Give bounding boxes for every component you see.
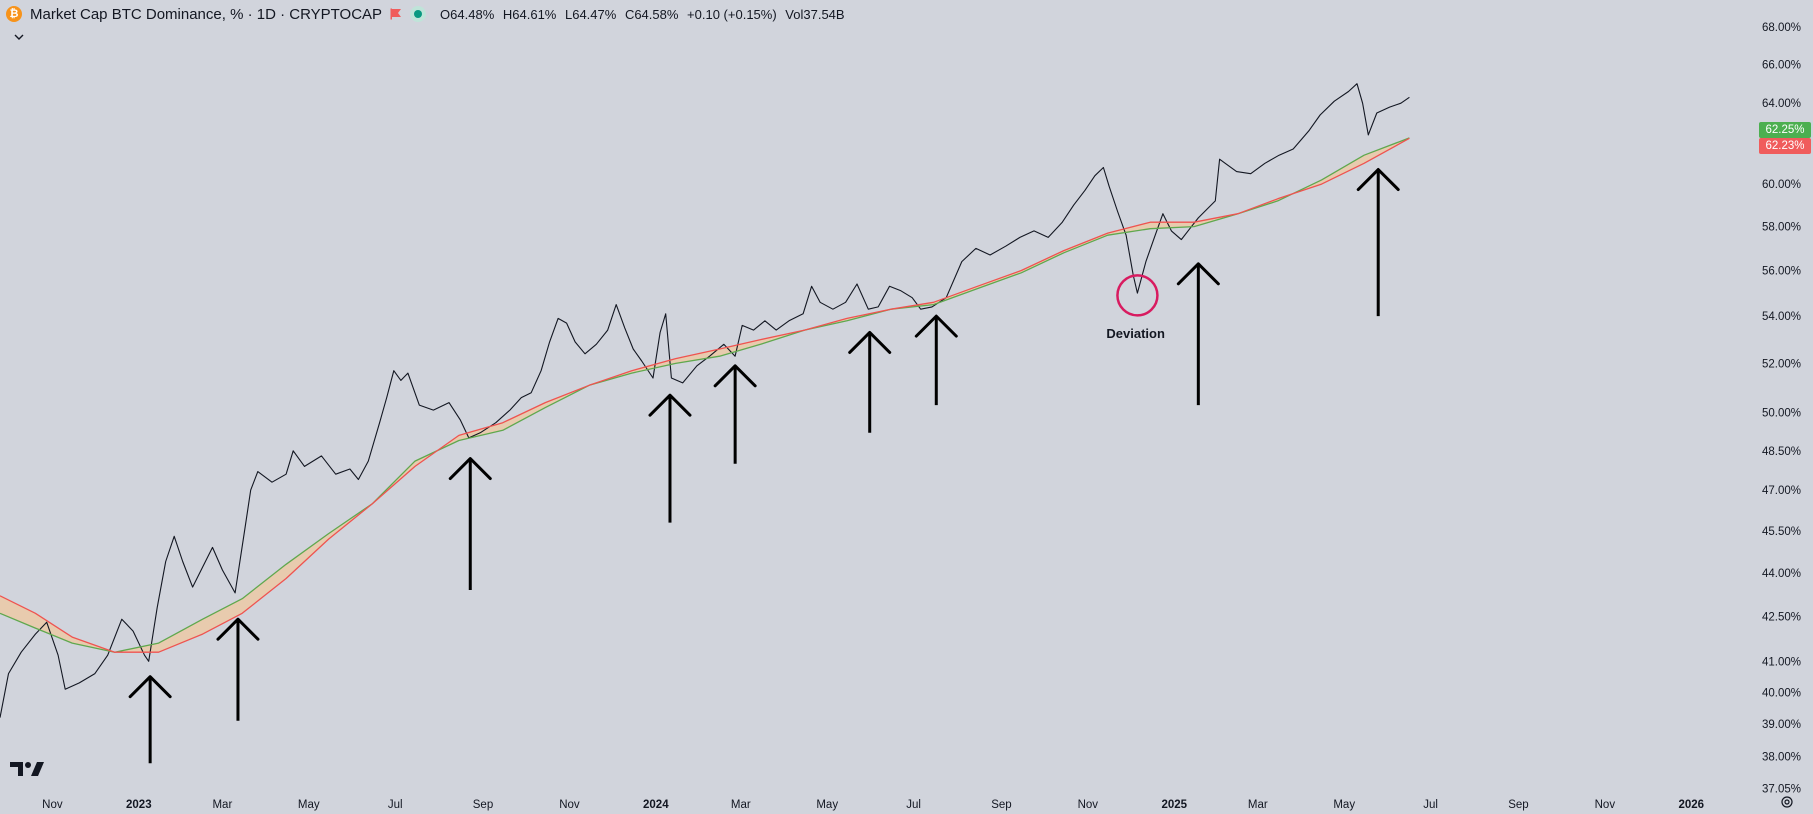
change-value: +0.10 (+0.15%) xyxy=(687,6,777,22)
up-arrow xyxy=(848,330,892,433)
price-series-line xyxy=(0,83,1410,718)
ohlc-values: O64.48% H64.61% L64.47% C64.58% +0.10 (+… xyxy=(440,7,850,22)
up-arrow xyxy=(448,457,492,591)
y-tick-label: 56.00% xyxy=(1762,266,1801,278)
up-arrow xyxy=(648,393,692,523)
x-tick-label: 2023 xyxy=(126,799,152,811)
y-tick-label: 48.50% xyxy=(1762,446,1801,458)
up-arrow xyxy=(1356,168,1400,317)
deviation-circle xyxy=(1116,274,1159,317)
x-tick-label: Jul xyxy=(1423,799,1438,811)
bitcoin-icon: ₿ xyxy=(6,6,22,22)
y-tick-label: 66.00% xyxy=(1762,60,1801,72)
settings-icon[interactable] xyxy=(1780,795,1794,809)
up-arrow xyxy=(216,617,260,721)
x-tick-label: Mar xyxy=(1248,799,1268,811)
x-tick-label: Nov xyxy=(42,799,63,811)
x-tick-label: Jul xyxy=(388,799,403,811)
x-tick-label: May xyxy=(1333,799,1355,811)
y-tick-label: 41.00% xyxy=(1762,656,1801,668)
x-tick-label: 2024 xyxy=(643,799,669,811)
chart-series xyxy=(0,83,1410,718)
x-tick-label: Mar xyxy=(731,799,751,811)
price-tag-green: 62.25% xyxy=(1759,121,1811,138)
x-tick-label: Mar xyxy=(212,799,232,811)
x-tick-label: Nov xyxy=(559,799,580,811)
close-value: C64.58% xyxy=(624,6,679,22)
x-tick-label: Sep xyxy=(991,799,1011,811)
y-tick-label: 52.00% xyxy=(1762,358,1801,370)
y-tick-label: 37.05% xyxy=(1762,783,1801,795)
high-value: H64.61% xyxy=(502,6,557,22)
x-tick-label: Sep xyxy=(473,799,493,811)
up-arrow xyxy=(713,364,757,464)
up-arrow xyxy=(1176,262,1220,406)
y-tick-label: 44.00% xyxy=(1762,568,1801,580)
chevron-down-icon[interactable] xyxy=(9,28,29,46)
market-status-icon[interactable] xyxy=(410,6,427,22)
x-tick-label: Nov xyxy=(1595,799,1616,811)
tradingview-logo[interactable] xyxy=(10,760,44,778)
x-axis[interactable]: Nov 2023 Mar May Jul Sep Nov 2024 Mar May Jul Sep No… xyxy=(42,799,1704,811)
slow-ma-line xyxy=(0,137,1410,653)
x-tick-label: Sep xyxy=(1508,799,1528,811)
y-tick-label: 40.00% xyxy=(1762,687,1801,699)
up-arrow xyxy=(914,314,958,406)
price-tag-red: 62.23% xyxy=(1759,137,1811,154)
flag-icon[interactable] xyxy=(390,8,402,20)
deviation-marker xyxy=(1116,274,1159,317)
symbol-title[interactable]: Market Cap BTC Dominance, % · 1D · CRYPT… xyxy=(30,5,383,23)
x-tick-label: 2025 xyxy=(1161,799,1187,811)
y-tick-label: 50.00% xyxy=(1762,408,1801,420)
y-tick-label: 42.50% xyxy=(1762,611,1801,623)
y-tick-label: 58.00% xyxy=(1762,222,1801,234)
symbol-header[interactable]: ₿ Market Cap BTC Dominance, % · 1D · CRY… xyxy=(6,4,850,24)
fast-ma-line xyxy=(0,137,1410,653)
x-tick-label: 2026 xyxy=(1678,799,1704,811)
y-tick-label: 60.00% xyxy=(1762,179,1801,191)
low-value: L64.47% xyxy=(564,6,617,22)
y-tick-label: 54.00% xyxy=(1762,311,1801,323)
up-arrow xyxy=(128,675,172,764)
x-tick-label: Nov xyxy=(1078,799,1099,811)
y-tick-label: 47.00% xyxy=(1762,485,1801,497)
y-tick-label: 45.50% xyxy=(1762,526,1801,538)
x-tick-label: May xyxy=(298,799,320,811)
x-tick-label: Jul xyxy=(906,799,921,811)
y-tick-label: 38.00% xyxy=(1762,752,1801,764)
support-arrows xyxy=(128,168,1400,764)
y-tick-label: 68.00% xyxy=(1762,22,1801,34)
x-tick-label: May xyxy=(816,799,838,811)
deviation-label: Deviation xyxy=(1106,326,1165,342)
y-tick-label: 39.00% xyxy=(1762,719,1801,731)
open-value: O64.48% xyxy=(440,6,495,22)
y-tick-label: 64.00% xyxy=(1762,98,1801,110)
volume-value: Vol37.54B xyxy=(785,6,845,22)
